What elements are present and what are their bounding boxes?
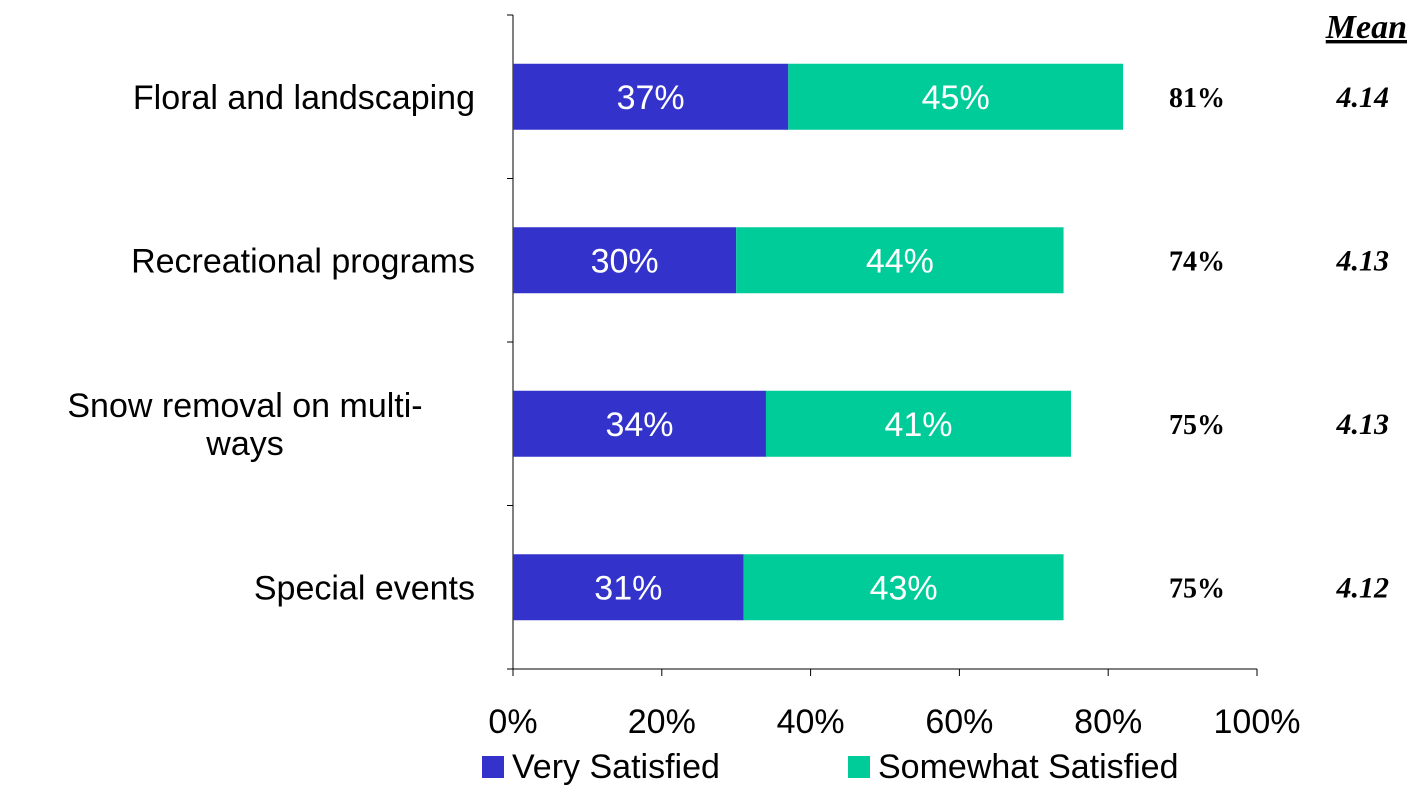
data-label: 37%	[617, 79, 685, 117]
data-label: 41%	[884, 406, 952, 444]
x-tick-label: 80%	[1074, 703, 1142, 741]
x-tick-label: 40%	[777, 703, 845, 741]
category-label: Floral and landscaping	[133, 79, 475, 117]
chart-axes: 0% 20% 40% 60% 80% 100%	[488, 14, 1301, 741]
bar-segment	[513, 390, 766, 457]
data-label: 44%	[866, 242, 934, 280]
total-label: 74%	[1169, 246, 1225, 277]
bar-segment	[743, 554, 1064, 621]
data-label: 30%	[591, 242, 659, 280]
bar-segment	[765, 390, 1071, 457]
legend-label: Somewhat Satisfied	[878, 748, 1179, 786]
legend-swatch	[482, 756, 504, 778]
category-label: Special events	[254, 569, 475, 607]
total-label: 75%	[1169, 573, 1225, 604]
bar-segment	[513, 554, 744, 621]
bar-segment	[513, 227, 737, 294]
data-label: 45%	[922, 79, 990, 117]
mean-value: 4.14	[1336, 81, 1390, 114]
x-tick-label: 60%	[925, 703, 993, 741]
mean-value: 4.13	[1336, 408, 1390, 441]
data-label: 31%	[594, 569, 662, 607]
category-label: Recreational programs	[131, 242, 475, 280]
x-tick-label: 0%	[488, 703, 537, 741]
legend-swatch	[848, 756, 870, 778]
mean-header: Mean	[1325, 9, 1407, 46]
data-label: 43%	[870, 569, 938, 607]
bar-segment	[736, 227, 1064, 294]
data-label: 34%	[605, 406, 673, 444]
bar-segment	[513, 63, 789, 130]
total-label: 81%	[1169, 83, 1225, 114]
total-label: 75%	[1169, 410, 1225, 441]
chart-labels: Floral and landscaping 37% 45% 81% 4.14 Recre…	[67, 79, 1389, 608]
x-tick-label: 20%	[628, 703, 696, 741]
category-label: Snow removal on multi-ways	[67, 387, 422, 463]
chart-bars	[513, 63, 1124, 621]
legend-label: Very Satisfied	[512, 748, 720, 786]
mean-value: 4.12	[1336, 571, 1390, 604]
mean-value: 4.13	[1336, 244, 1390, 277]
bar-segment	[788, 63, 1124, 130]
chart-legend: Very Satisfied Somewhat Satisfied	[482, 748, 1179, 786]
x-tick-label: 100%	[1214, 703, 1301, 741]
